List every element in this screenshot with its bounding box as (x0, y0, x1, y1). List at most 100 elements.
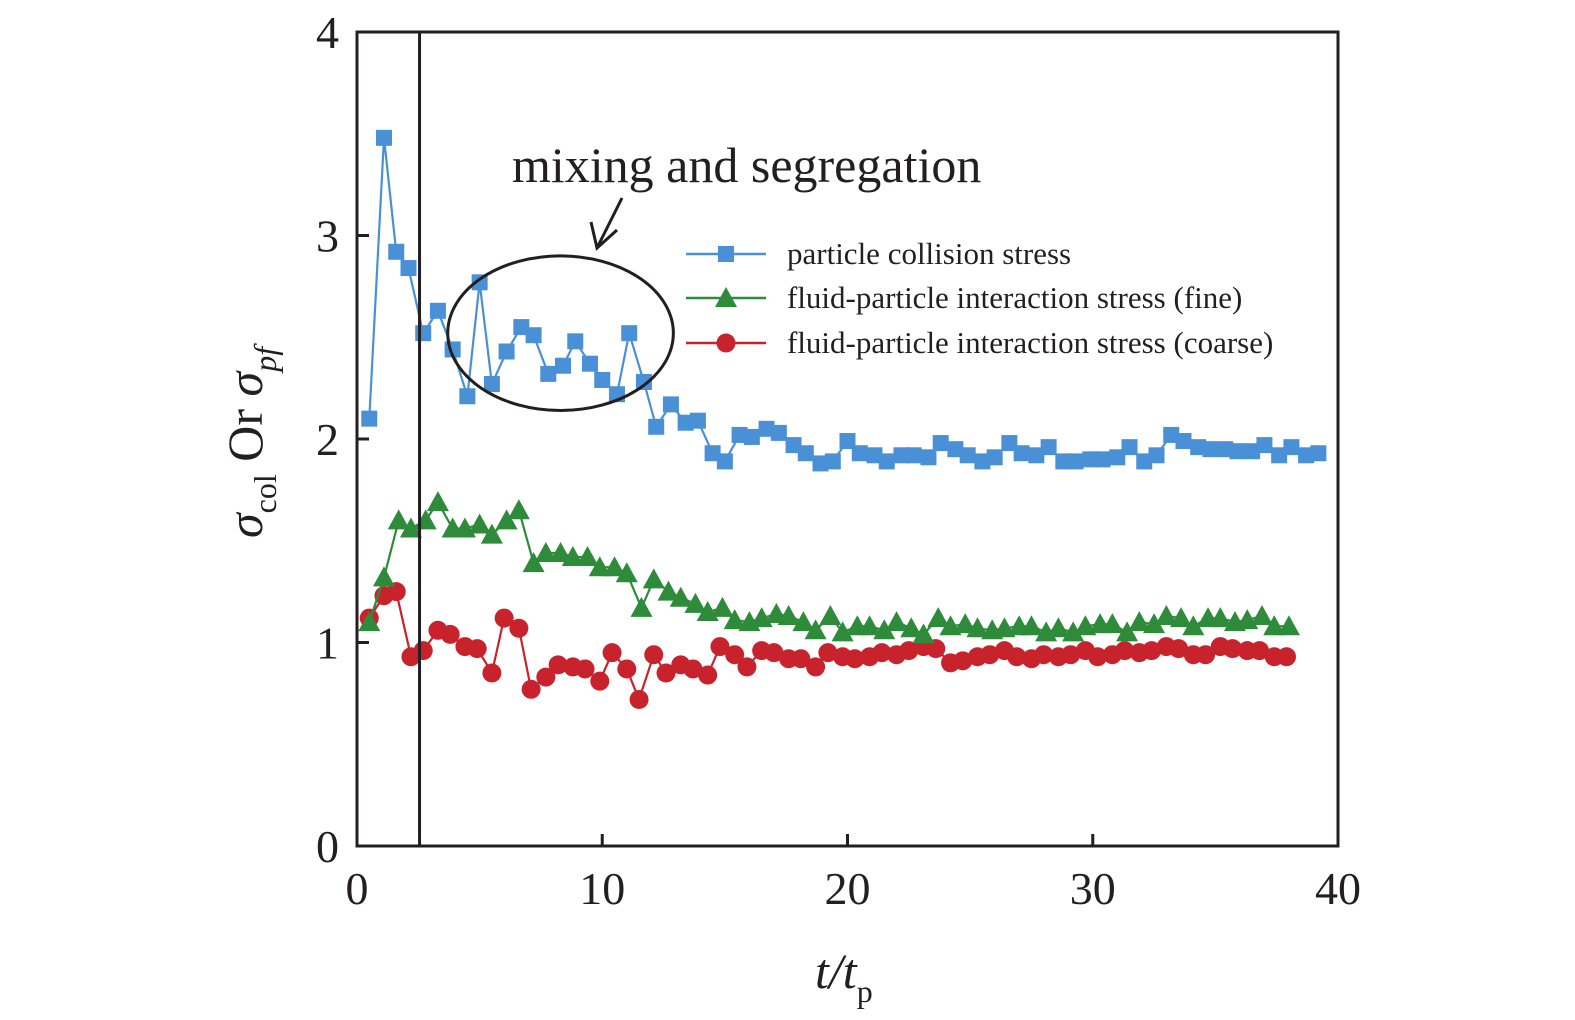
data-point (399, 517, 422, 538)
legend-label: fluid-particle interaction stress (fine) (787, 280, 1242, 315)
data-point (723, 609, 746, 630)
annotation-label: mixing and segregation (512, 137, 981, 193)
data-point (480, 523, 503, 544)
data-point (648, 418, 665, 435)
data-point (536, 667, 556, 687)
data-point (603, 556, 626, 577)
data-point (966, 617, 989, 638)
data-point (494, 608, 514, 628)
data-point (561, 546, 584, 567)
data-point (1142, 641, 1162, 661)
series-1 (358, 491, 1300, 644)
series-2 (359, 582, 1296, 709)
data-point (617, 659, 637, 679)
data-point (1007, 647, 1027, 667)
data-point (415, 325, 432, 342)
legend-marker (715, 287, 737, 307)
data-point (920, 449, 937, 466)
data-point (866, 447, 883, 464)
data-point (791, 649, 811, 669)
x-tick-label: 0 (346, 863, 369, 914)
data-point (785, 437, 802, 454)
data-point (361, 410, 378, 427)
data-point (414, 509, 437, 530)
data-point (1223, 639, 1243, 659)
data-point (986, 449, 1003, 466)
data-point (1020, 615, 1043, 636)
data-point (594, 371, 611, 388)
data-point (1250, 641, 1270, 661)
data-point (1040, 439, 1057, 456)
data-point (644, 645, 664, 665)
y-tick-label: 2 (316, 414, 339, 465)
data-point (635, 374, 652, 391)
data-point (683, 659, 703, 679)
y-axis-label: σcol Or σpf (217, 343, 283, 538)
data-point (468, 513, 491, 534)
data-point (845, 649, 865, 669)
data-point (482, 663, 502, 683)
data-point (1094, 451, 1111, 468)
data-point (953, 651, 973, 671)
data-point (1202, 441, 1219, 458)
data-point (581, 355, 598, 372)
annotation-arrow (589, 197, 624, 251)
data-point (1001, 435, 1018, 452)
data-point (1143, 613, 1166, 634)
data-point (1190, 439, 1207, 456)
data-point (372, 566, 395, 587)
data-point (1250, 605, 1273, 626)
data-point (400, 260, 417, 277)
data-point (698, 665, 718, 685)
data-point (1277, 615, 1300, 636)
legend: particle collision stress fluid-particle … (686, 236, 1273, 360)
data-point (737, 657, 757, 677)
data-point (1175, 433, 1192, 450)
data-point (656, 663, 676, 683)
x-tick-label: 40 (1315, 863, 1361, 914)
data-point (575, 659, 595, 679)
data-point (509, 618, 529, 638)
data-point (764, 643, 784, 663)
legend-item-0: particle collision stress (686, 236, 1071, 271)
data-point (716, 453, 733, 470)
annotation-ellipse (446, 254, 675, 413)
data-point (549, 541, 572, 562)
data-point (1170, 607, 1193, 628)
data-point (1310, 445, 1327, 462)
data-point (1101, 613, 1124, 634)
data-point (388, 243, 405, 260)
data-point (669, 586, 692, 607)
data-point (743, 428, 760, 445)
legend-label: particle collision stress (787, 236, 1071, 271)
data-point (1229, 443, 1246, 460)
data-point (711, 596, 734, 617)
x-tick-label: 10 (579, 863, 625, 914)
data-point (522, 552, 545, 573)
data-point (1271, 447, 1288, 464)
y-tick-label: 0 (316, 821, 339, 872)
data-point (725, 645, 745, 665)
data-point (885, 611, 908, 632)
data-point (954, 613, 977, 634)
data-point (893, 447, 910, 464)
y-tick-label: 1 (316, 618, 339, 669)
data-point (534, 541, 557, 562)
data-point (758, 420, 775, 437)
data-point (806, 657, 826, 677)
data-point (540, 365, 557, 382)
data-point (959, 447, 976, 464)
data-point (555, 357, 572, 374)
data-point (912, 623, 935, 644)
data-point (980, 645, 1000, 665)
data-point (947, 441, 964, 458)
data-point (642, 568, 665, 589)
data-point (1116, 621, 1139, 642)
data-point (1163, 426, 1180, 443)
y-tick-label: 4 (316, 7, 339, 58)
data-point (602, 643, 622, 663)
data-point (797, 445, 814, 462)
data-point (629, 689, 649, 709)
data-point (905, 447, 922, 464)
data-point (900, 617, 923, 638)
